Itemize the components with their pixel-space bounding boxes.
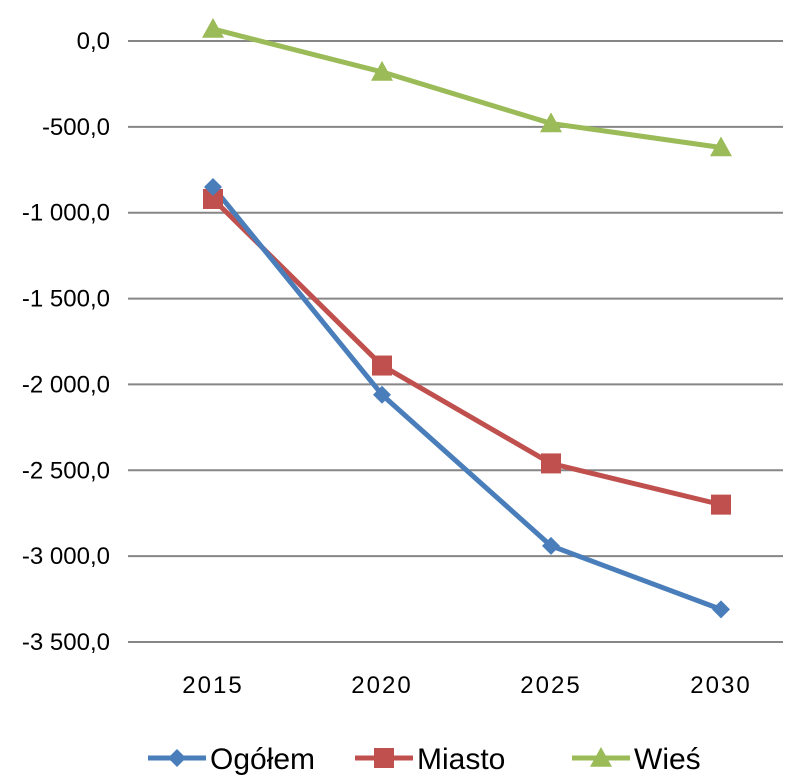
data-point-Miasto-2030 bbox=[711, 495, 731, 515]
legend-label: Ogółem bbox=[210, 743, 315, 776]
y-tick-label: -2 000,0 bbox=[22, 371, 110, 398]
legend-item-Wieś: Wieś bbox=[572, 743, 701, 776]
legend-marker bbox=[168, 749, 186, 767]
y-tick-label: -3 000,0 bbox=[22, 543, 110, 570]
x-axis-tick-labels: 2015 2020 2025 2030 bbox=[182, 672, 751, 699]
data-point-Miasto-2020 bbox=[372, 356, 392, 376]
legend-label: Wieś bbox=[634, 743, 701, 776]
legend-item-Miasto: Miasto bbox=[355, 743, 505, 776]
x-tick-label: 2020 bbox=[351, 672, 412, 699]
series-lines bbox=[213, 29, 721, 609]
x-tick-label: 2025 bbox=[520, 672, 581, 699]
series-line-Wieś bbox=[213, 29, 721, 147]
y-tick-label: 0,0 bbox=[77, 28, 110, 55]
series-line-Miasto bbox=[213, 199, 721, 505]
legend-marker bbox=[374, 748, 394, 768]
grid-lines bbox=[128, 41, 783, 642]
series-markers bbox=[202, 18, 732, 618]
data-point-Ogółem-2030 bbox=[712, 600, 730, 618]
y-tick-label: -500,0 bbox=[42, 114, 110, 141]
y-tick-label: -2 500,0 bbox=[22, 457, 110, 484]
data-point-Miasto-2025 bbox=[541, 453, 561, 473]
y-axis-tick-labels: 0,0 -500,0 -1 000,0 -1 500,0 -2 000,0 -2 500,… bbox=[22, 28, 110, 656]
legend-label: Miasto bbox=[417, 743, 505, 776]
x-tick-label: 2015 bbox=[182, 672, 243, 699]
legend: Ogółem Miasto Wieś bbox=[148, 743, 701, 776]
data-point-Wieś-2015 bbox=[202, 18, 224, 38]
y-tick-label: -1 000,0 bbox=[22, 200, 110, 227]
y-tick-label: -1 500,0 bbox=[22, 286, 110, 313]
legend-item-Ogółem: Ogółem bbox=[148, 743, 315, 776]
x-tick-label: 2030 bbox=[690, 672, 751, 699]
series-line-Ogółem bbox=[213, 187, 721, 609]
y-tick-label: -3 500,0 bbox=[22, 629, 110, 656]
